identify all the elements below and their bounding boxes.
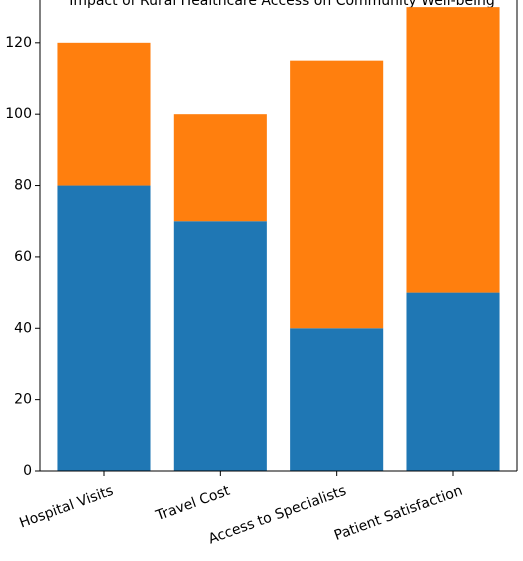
y-tick-label: 60	[14, 249, 32, 265]
bars-group	[57, 7, 500, 472]
bar-hospital-visits-series-2	[57, 42, 151, 186]
x-tick-label: Travel Cost	[153, 483, 232, 525]
bar-patient-satisfaction-series-2	[406, 7, 500, 293]
x-tick-label: Patient Satisfaction	[332, 483, 465, 544]
chart-title: Impact of Rural Healthcare Access on Com…	[69, 0, 495, 9]
y-tick-label: 0	[23, 463, 32, 479]
bar-travel-cost-series-1	[173, 221, 267, 471]
y-tick-label: 20	[14, 392, 32, 408]
bar-access-to-specialists-series-2	[290, 60, 384, 329]
y-tick-label: 100	[5, 106, 32, 122]
y-tick-label: 120	[5, 35, 32, 51]
bar-access-to-specialists-series-1	[290, 328, 384, 471]
bar-hospital-visits-series-1	[57, 185, 151, 472]
y-tick-label: 40	[14, 320, 32, 336]
bar-patient-satisfaction-series-1	[406, 292, 500, 471]
x-tick-label: Hospital Visits	[17, 483, 115, 532]
y-tick-label: 80	[14, 178, 32, 194]
bar-travel-cost-series-2	[173, 114, 267, 222]
